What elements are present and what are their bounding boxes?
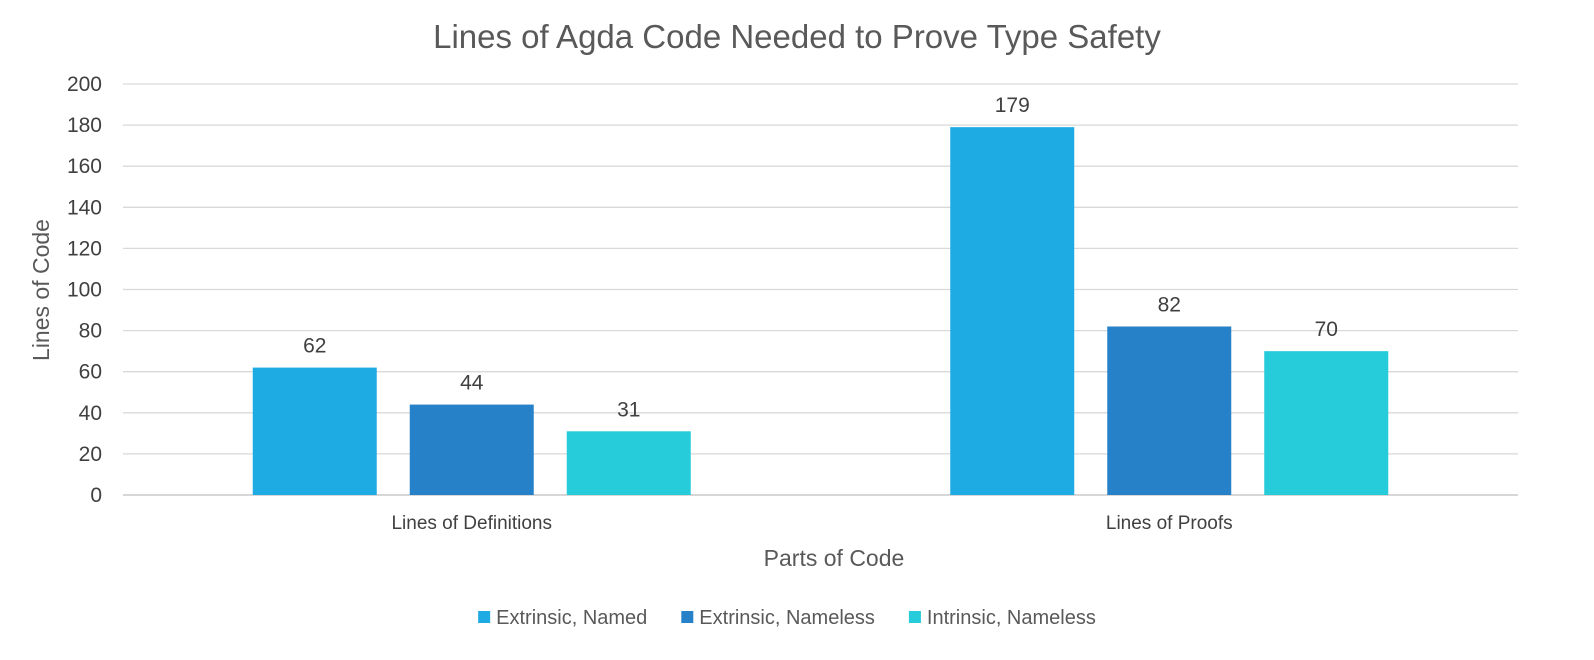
chart-title: Lines of Agda Code Needed to Prove Type … <box>433 18 1161 55</box>
data-label: 44 <box>460 372 484 395</box>
bars <box>252 127 1389 495</box>
bar <box>566 431 691 495</box>
y-tick-label: 0 <box>90 484 102 507</box>
bar <box>252 367 377 495</box>
x-axis-categories: Lines of Definitions Lines of Proofs <box>391 513 1232 534</box>
y-tick-label: 140 <box>67 196 102 219</box>
legend-swatch <box>478 611 491 623</box>
legend: Extrinsic, Named Extrinsic, Nameless Intri… <box>478 607 1096 629</box>
y-tick-label: 80 <box>79 320 102 343</box>
legend-swatch <box>908 611 921 623</box>
legend-item: Intrinsic, Nameless <box>908 607 1096 629</box>
y-tick-label: 40 <box>79 402 102 425</box>
x-axis-title: Parts of Code <box>764 545 905 571</box>
legend-label: Intrinsic, Nameless <box>927 607 1096 629</box>
y-tick-label: 60 <box>79 361 102 384</box>
y-axis-ticks: 0 20 40 60 80 100 120 140 160 180 200 <box>67 73 102 507</box>
legend-label: Extrinsic, Nameless <box>699 607 875 629</box>
bar <box>1264 351 1389 495</box>
legend-label: Extrinsic, Named <box>496 607 647 629</box>
y-tick-label: 120 <box>67 237 102 260</box>
data-label: 70 <box>1315 318 1338 341</box>
y-tick-label: 100 <box>67 279 102 302</box>
legend-swatch <box>681 611 694 623</box>
legend-item: Extrinsic, Named <box>478 607 647 629</box>
bar <box>950 127 1075 495</box>
y-tick-label: 180 <box>67 114 102 137</box>
data-label: 179 <box>995 94 1030 117</box>
data-labels: 62 44 31 179 82 70 <box>303 94 1338 421</box>
y-tick-label: 20 <box>79 443 102 466</box>
data-label: 31 <box>617 398 640 421</box>
data-label: 82 <box>1158 293 1181 316</box>
y-axis-title: Lines of Code <box>28 219 54 361</box>
bar <box>409 404 534 495</box>
x-tick-label: Lines of Proofs <box>1106 513 1233 534</box>
x-tick-label: Lines of Definitions <box>391 513 552 534</box>
y-tick-label: 160 <box>67 155 102 178</box>
y-tick-label: 200 <box>67 73 102 96</box>
data-label: 62 <box>303 335 326 358</box>
legend-item: Extrinsic, Nameless <box>681 607 875 629</box>
bar <box>1107 326 1232 495</box>
